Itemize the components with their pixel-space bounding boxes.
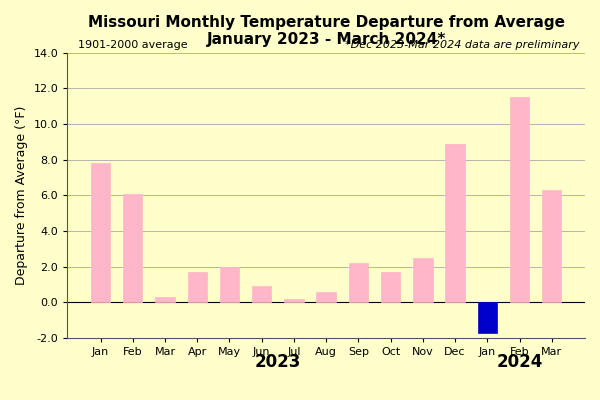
Bar — [155, 297, 175, 302]
Text: 1901-2000 average: 1901-2000 average — [77, 40, 187, 50]
Bar — [510, 97, 529, 302]
Bar — [445, 144, 465, 302]
Bar — [188, 272, 207, 302]
Text: 2023: 2023 — [254, 353, 301, 371]
Y-axis label: Departure from Average (°F): Departure from Average (°F) — [15, 106, 28, 285]
Bar — [123, 194, 142, 302]
Bar — [220, 267, 239, 302]
Text: *Dec 2023-Mar 2024 data are preliminary: *Dec 2023-Mar 2024 data are preliminary — [346, 40, 580, 50]
Bar — [542, 190, 562, 302]
Bar — [284, 299, 304, 302]
Bar — [478, 302, 497, 333]
Bar — [316, 292, 336, 302]
Bar — [381, 272, 400, 302]
Bar — [91, 163, 110, 302]
Bar — [413, 258, 433, 302]
Text: 2024: 2024 — [496, 353, 543, 371]
Title: Missouri Monthly Temperature Departure from Average
January 2023 - March 2024*: Missouri Monthly Temperature Departure f… — [88, 15, 565, 47]
Bar — [252, 286, 271, 302]
Bar — [349, 263, 368, 302]
